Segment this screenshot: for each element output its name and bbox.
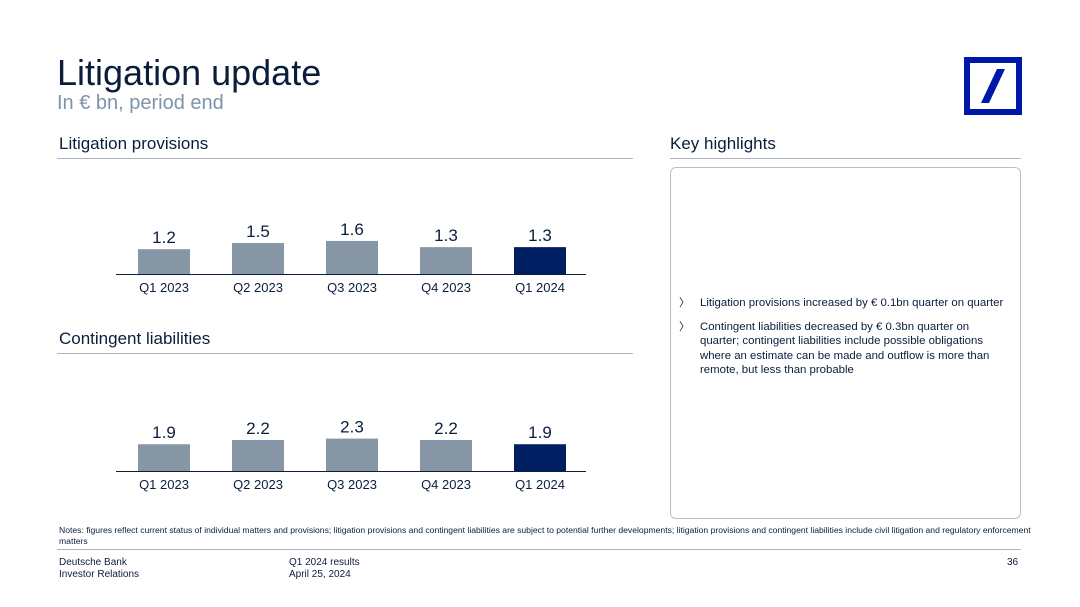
chevron-right-icon: 〉 [679, 297, 690, 309]
page-title: Litigation update [57, 52, 322, 93]
x-tick-label: Q1 2024 [515, 280, 565, 295]
bar-q4-2023 [420, 247, 472, 274]
footer-company-block: Deutsche Bank Investor Relations [59, 557, 139, 581]
footnote-text: figures reflect current status of indivi… [59, 525, 1031, 546]
section-divider [57, 353, 633, 354]
x-tick-label: Q4 2023 [421, 280, 471, 295]
section-title-key-highlights: Key highlights [670, 134, 776, 153]
x-tick-label: Q3 2023 [327, 477, 377, 492]
section-divider [57, 158, 633, 159]
bar-q2-2023 [232, 243, 284, 274]
bar-q1-2023 [138, 444, 190, 471]
footnote: Notes: figures reflect current status of… [59, 525, 1039, 547]
section-title-contingent-liabilities: Contingent liabilities [59, 329, 211, 348]
footer-company: Deutsche Bank [59, 557, 127, 568]
litigation-provisions-chart: 1.2 Q1 2023 1.5 Q2 2023 1.6 Q3 2023 1.3 Q4 2023… [110, 216, 600, 326]
page-subtitle: In € bn, period end [57, 92, 224, 114]
x-tick-label: Q3 2023 [327, 280, 377, 295]
page-number: 36 [1007, 557, 1019, 568]
footer-department: Investor Relations [59, 569, 140, 580]
footer-report: Q1 2024 results [289, 557, 360, 568]
x-tick-label: Q1 2024 [515, 477, 565, 492]
footer-report-block: Q1 2024 results April 25, 2024 [289, 557, 360, 581]
data-label: 1.2 [152, 228, 176, 247]
section-divider [670, 158, 1021, 159]
bar-q1-2024 [514, 444, 566, 471]
x-tick-label: Q1 2023 [139, 280, 189, 295]
contingent-liabilities-chart: 1.9 Q1 2023 2.2 Q2 2023 2.3 Q3 2023 2.2 Q4 2023… [110, 413, 600, 523]
data-label: 1.6 [340, 220, 364, 239]
footnote-label: Notes: [59, 525, 84, 535]
key-highlights-panel: 〉 Litigation provisions increased by € 0… [670, 167, 1021, 519]
bar-q1-2024 [514, 247, 566, 274]
data-label: 1.9 [152, 423, 176, 442]
bar-q1-2023 [138, 249, 190, 274]
list-item: 〉 Litigation provisions increased by € 0… [679, 296, 1009, 311]
bar-q2-2023 [232, 440, 284, 471]
data-label: 2.3 [340, 418, 364, 437]
bar-q4-2023 [420, 440, 472, 471]
data-label: 1.9 [528, 423, 552, 442]
x-tick-label: Q2 2023 [233, 477, 283, 492]
x-tick-label: Q2 2023 [233, 280, 283, 295]
list-item: 〉 Contingent liabilities decreased by € … [679, 320, 1009, 378]
data-label: 1.3 [434, 226, 458, 245]
bar-q3-2023 [326, 438, 378, 471]
highlight-text: Contingent liabilities decreased by € 0.… [700, 320, 990, 377]
deutsche-bank-logo-icon [964, 57, 1022, 115]
data-label: 1.5 [246, 222, 270, 241]
x-tick-label: Q4 2023 [421, 477, 471, 492]
footer-date: April 25, 2024 [289, 569, 351, 580]
highlights-list: 〉 Litigation provisions increased by € 0… [679, 296, 1009, 387]
x-tick-label: Q1 2023 [139, 477, 189, 492]
bar-q3-2023 [326, 240, 378, 274]
data-label: 2.2 [246, 419, 270, 438]
data-label: 2.2 [434, 419, 458, 438]
highlight-text: Litigation provisions increased by € 0.1… [700, 297, 1004, 309]
footer-divider [57, 549, 1021, 550]
chevron-right-icon: 〉 [679, 320, 690, 333]
section-title-litigation-provisions: Litigation provisions [59, 134, 209, 153]
data-label: 1.3 [528, 226, 552, 245]
